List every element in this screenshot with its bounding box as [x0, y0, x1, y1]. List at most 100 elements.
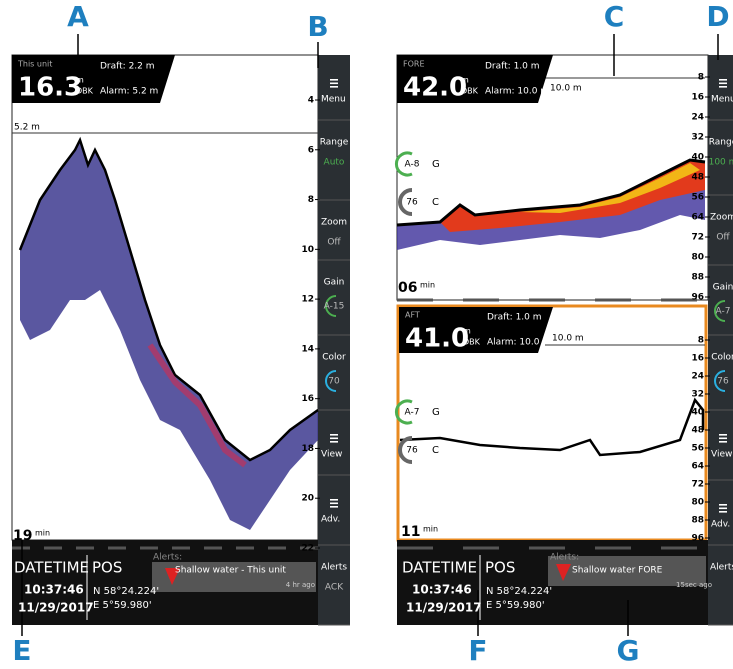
header-box [12, 55, 175, 103]
alerts-label: Alerts: [153, 553, 182, 563]
sidebar-item[interactable]: View [711, 450, 732, 460]
depth-tick-label: 18 [301, 444, 314, 454]
callout: E [12, 634, 31, 667]
lon: E 5°59.980' [93, 600, 152, 611]
alarm-line-label: 10.0 m [552, 334, 584, 344]
callout: C [604, 0, 625, 33]
time-unit: min [420, 281, 435, 290]
menu-icon [719, 434, 727, 436]
datetime-label: DATETIME [14, 559, 89, 577]
depth-tick-label: 80 [691, 498, 704, 508]
date: 11/29/2017 [406, 601, 482, 615]
depth: 42.0 [403, 73, 467, 103]
callout-lines [21, 34, 719, 636]
depth-tick-label: 12 [301, 295, 314, 305]
sidebar-item[interactable]: Adv. [711, 520, 730, 530]
depth-tick-label: 20 [301, 494, 314, 504]
ref: DBK [76, 87, 94, 96]
color: 76 [406, 198, 418, 208]
source: AFT [405, 311, 420, 320]
alert-icon [165, 568, 180, 585]
ref: DBK [463, 338, 481, 347]
time: 06 [398, 280, 417, 296]
depth-tick-label: 10 [301, 245, 314, 255]
depth-tick-label: 16 [691, 93, 704, 103]
menu-icon [719, 82, 727, 85]
time: 10:37:46 [412, 583, 472, 597]
depth: 16.3 [18, 73, 82, 103]
alert: Shallow water - This unit [175, 566, 286, 576]
sidebar-item[interactable]: Menu [321, 95, 346, 105]
depth-tick-label: 96 [691, 534, 704, 544]
gain-letter: G [432, 159, 440, 170]
bottom-line [18, 136, 319, 462]
depth-tick-label: 22 [301, 544, 314, 554]
sidebar-item[interactable]: Zoom [710, 213, 733, 223]
gain-letter: G [432, 407, 440, 418]
lon: E 5°59.980' [486, 600, 545, 611]
callout: B [307, 10, 328, 43]
sidebar [318, 55, 350, 625]
depth-tick-label: 24 [691, 372, 704, 382]
color: 76 [406, 446, 418, 456]
depth-tick-label: 80 [691, 253, 704, 263]
color-letter: C [432, 445, 439, 456]
menu-icon [330, 434, 338, 436]
bottom-line [399, 397, 705, 457]
color-dial [398, 188, 413, 216]
color-dial [398, 436, 413, 464]
source: This unit [17, 60, 52, 69]
alert-box [548, 556, 706, 586]
menu-icon [330, 79, 338, 81]
sidebar-item[interactable]: Range [709, 138, 733, 148]
menu-icon [330, 502, 338, 505]
sidebar-item[interactable]: Alerts [321, 563, 347, 573]
sidebar-item[interactable]: Alerts [710, 563, 733, 573]
echo-strong [147, 343, 247, 468]
header-box [399, 307, 553, 353]
menu-icon [330, 82, 338, 85]
echo [20, 140, 318, 530]
menu-icon [719, 507, 727, 510]
depth-tick-label: 16 [301, 394, 314, 404]
callout: D [706, 0, 729, 33]
menu-icon [719, 511, 727, 513]
sidebar-item[interactable]: View [321, 450, 342, 460]
sidebar-item[interactable]: Range [320, 138, 349, 148]
depth-tick-label: 40 [691, 153, 704, 163]
dial [325, 295, 337, 317]
depth-tick-label: 64 [691, 462, 704, 472]
draft: Draft: 2.2 m [100, 62, 155, 72]
lat: N 58°24.224' [93, 586, 159, 597]
depth-tick-label: 4 [308, 96, 314, 106]
unit: m [461, 76, 469, 85]
draft: Draft: 1.0 m [485, 62, 540, 72]
menu-icon [330, 441, 338, 443]
sidebar-value: Off [327, 238, 341, 248]
sidebar-item[interactable]: Color [322, 353, 346, 363]
depth-tick-label: 48 [691, 173, 704, 183]
datetime-label: DATETIME [402, 559, 477, 577]
depth-tick-label: 48 [691, 426, 704, 436]
callout: A [67, 0, 89, 33]
gain: A-7 [405, 408, 420, 418]
sidebar-item[interactable]: Gain [713, 283, 733, 293]
sidebar-value: 70 [328, 377, 340, 387]
alarm: Alarm: 10.0 m [485, 87, 549, 97]
depth-tick-label: 88 [691, 516, 704, 526]
echo-peak [520, 163, 700, 213]
depth-tick-label: 8 [698, 73, 704, 83]
sidebar-item[interactable]: Zoom [321, 218, 347, 228]
sidebar-item[interactable]: Menu [711, 95, 733, 105]
pos-label: POS [92, 559, 122, 577]
menu-icon [719, 437, 727, 440]
sidebar-value: A-15 [324, 302, 345, 312]
sidebar-item[interactable]: Color [711, 353, 733, 363]
depth-tick-label: 56 [691, 444, 704, 454]
sidebar-item[interactable]: Gain [324, 278, 345, 288]
draft: Draft: 1.0 m [487, 313, 542, 323]
time: 11 [401, 524, 420, 540]
depth-tick-label: 64 [691, 213, 704, 223]
sidebar-item[interactable]: Adv. [321, 515, 340, 525]
